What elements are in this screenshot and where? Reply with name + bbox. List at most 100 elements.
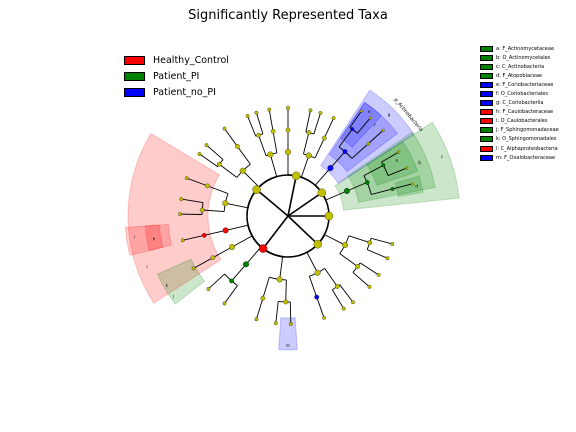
- tree-branch: [255, 112, 264, 134]
- clade-label-k: k: [166, 283, 169, 288]
- taxa-legend-label: i: O_Caulobacterales: [496, 118, 548, 125]
- tree-branch: [289, 301, 292, 324]
- tree-node: [276, 276, 283, 283]
- taxa-legend-item: h: F_Caulobacteraceae: [480, 108, 559, 117]
- tree-branch: [300, 155, 310, 178]
- tree-node: [324, 211, 334, 221]
- taxa-legend-label: f: O_Coriobacteriales: [496, 91, 548, 98]
- highlight-wedge-e: [339, 101, 383, 148]
- tree-node: [317, 188, 327, 197]
- taxon-node-j: [229, 278, 234, 284]
- tree-branch: [316, 296, 325, 318]
- tree-branch: [207, 185, 229, 195]
- tree-branch: [279, 256, 284, 280]
- tree-branch: [204, 229, 226, 236]
- taxa-legend-item: g: C_Coriobacteriia: [480, 99, 559, 108]
- tree-branch: [256, 189, 289, 217]
- tree-node: [206, 287, 211, 291]
- highlight-wedge-h: [144, 224, 164, 252]
- clade-highlights: [124, 89, 460, 351]
- tree-branch: [186, 177, 208, 187]
- tree-node: [305, 152, 312, 159]
- clade-label-d: d: [415, 183, 418, 188]
- tree-branch: [285, 279, 287, 302]
- legend-label: Patient_PI: [153, 70, 200, 82]
- taxon-node-b: [364, 180, 370, 185]
- legend-item-patient-pi: Patient_PI: [124, 68, 229, 84]
- taxa-legend-label: d: F_Atopobiaceae: [496, 72, 543, 79]
- tree-node: [331, 116, 336, 121]
- clade-label-m: m: [286, 343, 290, 348]
- tree-node: [222, 200, 229, 207]
- taxa-legend-item: c: C_Actinobacteria: [480, 62, 559, 71]
- taxon-node-f: [342, 149, 348, 154]
- taxa-legend-swatch: [480, 72, 493, 79]
- highlight-wedge-g: [319, 89, 415, 185]
- taxa-legend-swatch: [480, 127, 493, 134]
- highlight-wedge-k: [156, 258, 206, 305]
- tree-node: [205, 183, 210, 189]
- legend-swatch: [124, 87, 145, 97]
- legend-swatch: [124, 55, 145, 65]
- taxon-node-d: [390, 187, 395, 191]
- chart-title: Significantly Represented Taxa: [188, 8, 388, 23]
- taxa-legend-swatch: [480, 54, 493, 61]
- tree-branch: [306, 252, 318, 273]
- taxa-legend-label: l: C_Alphaproteobacteria: [496, 145, 558, 152]
- tree-node: [318, 111, 323, 115]
- tree-branch: [255, 298, 264, 320]
- tree-branch: [314, 137, 325, 159]
- tree-branch: [269, 154, 278, 177]
- tree-branch: [247, 115, 257, 137]
- clade-label-c: c: [441, 154, 443, 159]
- tree-branch: [272, 131, 278, 154]
- tree-branch: [330, 151, 346, 169]
- tree-branch: [287, 175, 297, 217]
- tree-branch: [212, 246, 233, 259]
- tree-node: [254, 110, 259, 115]
- tree-branch: [305, 110, 311, 132]
- tree-node: [405, 166, 409, 170]
- tree-node: [397, 150, 401, 154]
- tree-branch: [275, 301, 279, 324]
- tree-node: [178, 212, 182, 217]
- tree-node: [267, 107, 272, 112]
- tree-node: [288, 322, 293, 326]
- taxa-legend-label: h: F_Caulobacteraceae: [496, 109, 554, 116]
- tree-branch: [348, 235, 370, 244]
- legend-label: Patient_no_PI: [153, 86, 216, 98]
- taxa-legend-label: c: C_Actinobacteria: [496, 63, 545, 70]
- taxa-legend-swatch: [480, 118, 493, 125]
- taxon-node-a: [381, 163, 386, 168]
- highlight-wedge-f: [328, 101, 399, 173]
- tree-branch: [314, 167, 331, 186]
- tree-branch: [199, 153, 218, 168]
- tree-node: [376, 272, 381, 277]
- tree-branch: [258, 135, 267, 157]
- taxa-legend: a: F_Actinomycetaceae b: O_Actinomycetale…: [480, 44, 559, 162]
- taxa-legend-swatch: [480, 154, 493, 161]
- tree-branch: [370, 237, 393, 245]
- tree-branch: [262, 277, 270, 299]
- tree-node: [273, 321, 278, 326]
- tree-branch: [371, 188, 393, 195]
- tree-node: [342, 242, 348, 249]
- tree-branch: [303, 132, 310, 155]
- tree-node: [359, 109, 363, 113]
- clade-label-a: a: [395, 158, 398, 163]
- tree-node: [184, 176, 189, 181]
- tree-branch: [237, 146, 251, 165]
- tree-branch: [245, 246, 262, 265]
- taxa-legend-swatch: [480, 100, 493, 107]
- clade-label-g: g: [388, 112, 391, 117]
- tree-branch: [339, 284, 354, 303]
- tree-node: [285, 149, 291, 155]
- highlight-wedge-b: [346, 131, 436, 203]
- clade-label-h: h: [153, 237, 156, 242]
- taxon-node-c: [343, 188, 350, 194]
- tree-branch: [182, 234, 205, 241]
- tree-node: [252, 185, 261, 194]
- tree-branch: [349, 110, 362, 128]
- tree-branch: [262, 215, 289, 250]
